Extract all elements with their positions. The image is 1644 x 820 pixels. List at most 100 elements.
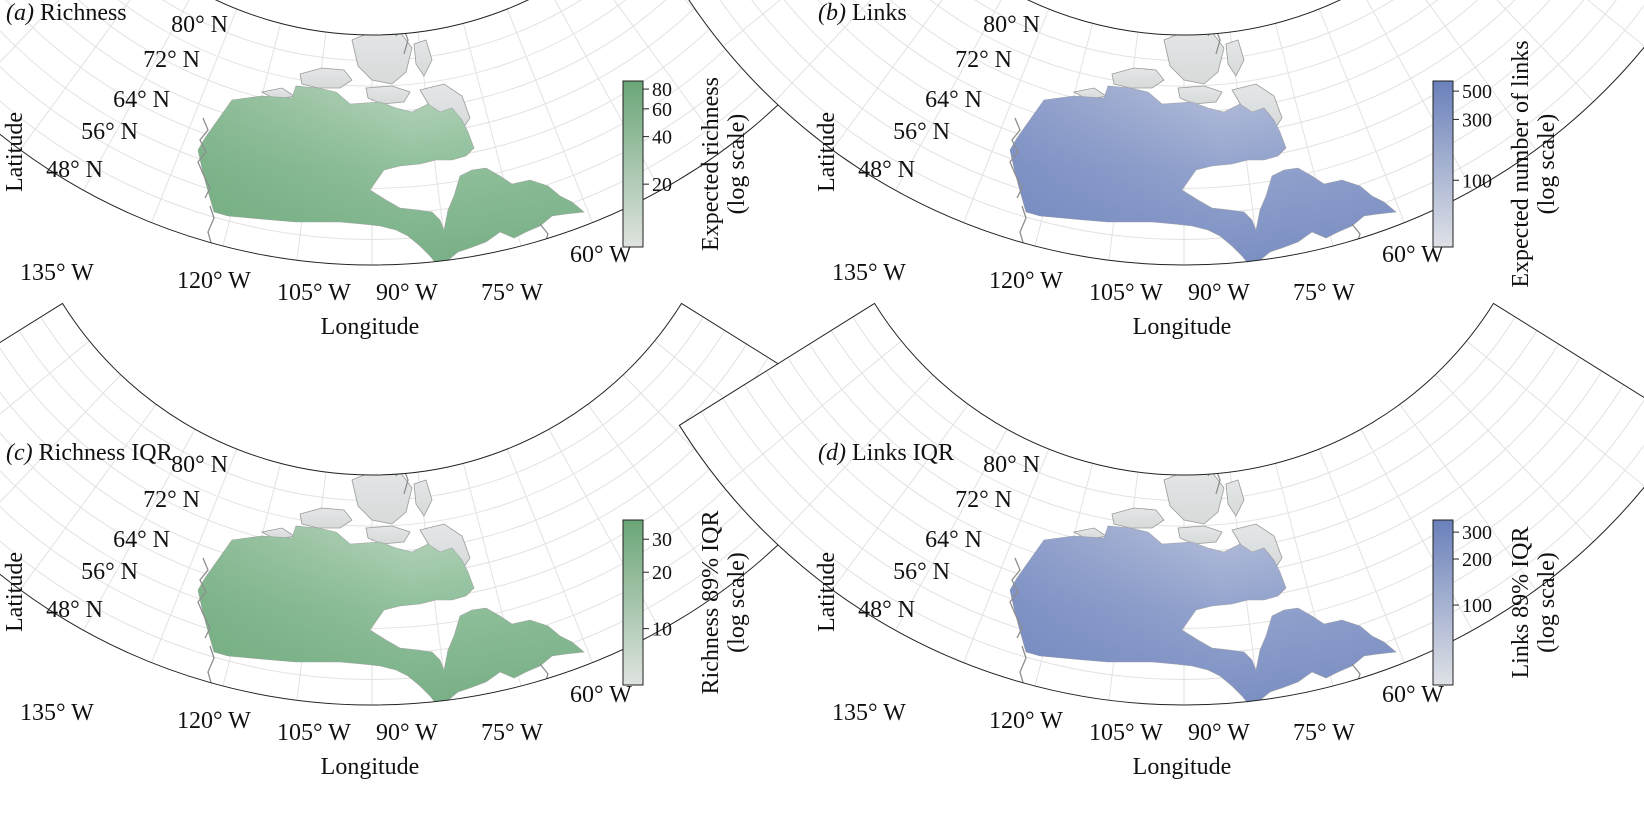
colorbar-tick-label: 500 xyxy=(1462,81,1492,103)
arctic-island xyxy=(365,525,411,545)
lon-label: 75° W xyxy=(1293,720,1355,746)
lat-label: 64° N xyxy=(925,87,982,113)
panel-title-text: Links xyxy=(852,0,907,26)
panel-tag: (b) xyxy=(818,0,846,26)
panel-title-text: Richness xyxy=(40,0,127,26)
y-axis-label: Latitude xyxy=(814,112,840,192)
panel-title: (d) Links IQR xyxy=(818,440,954,466)
lat-label: 72° N xyxy=(143,487,200,513)
colorbar-label: Expected richness xyxy=(698,77,724,251)
coastline xyxy=(1009,557,1023,639)
lon-label: 60° W xyxy=(570,242,632,268)
mainland-shading xyxy=(1010,526,1396,706)
colorbar-gradient xyxy=(1432,519,1454,686)
lon-label: 75° W xyxy=(481,280,543,306)
colorbar-tick-label: 10 xyxy=(652,619,672,641)
lat-label: 72° N xyxy=(143,47,200,73)
lon-label: 75° W xyxy=(481,720,543,746)
colorbar-tick-label: 300 xyxy=(1462,522,1492,544)
y-axis-label: Latitude xyxy=(2,112,28,192)
colorbar-tick-label: 100 xyxy=(1462,170,1492,192)
land-map xyxy=(197,462,585,706)
colorbar-gradient xyxy=(622,80,644,248)
colorbar-tick-label: 20 xyxy=(652,562,672,584)
lon-label: 90° W xyxy=(1188,720,1250,746)
panel-title: (b) Links xyxy=(818,0,907,26)
lat-label: 64° N xyxy=(113,527,170,553)
lon-label: 120° W xyxy=(177,268,251,294)
panel-title-text: Richness IQR xyxy=(39,440,173,466)
colorbar-label-scale: (log scale) xyxy=(1534,552,1560,653)
lon-label: 120° W xyxy=(989,708,1063,734)
lon-label: 135° W xyxy=(20,260,94,286)
colorbar-tick-label: 40 xyxy=(652,127,672,149)
lon-label: 90° W xyxy=(1188,280,1250,306)
panel-tag: (a) xyxy=(6,0,34,26)
arctic-island xyxy=(1111,67,1165,89)
panel-a: (a) Richness 80° N 72° N 64° N 56° N 48° N 135°… xyxy=(0,0,868,340)
lon-label: 105° W xyxy=(1089,280,1163,306)
lat-label: 72° N xyxy=(955,487,1012,513)
lat-label: 48° N xyxy=(858,157,915,183)
panel-tag: (d) xyxy=(818,440,846,466)
mainland-shading xyxy=(1010,86,1396,266)
map-frame xyxy=(688,0,1644,266)
lat-label: 56° N xyxy=(893,559,950,585)
colorbar-gradient xyxy=(1432,80,1454,248)
x-axis-label: Longitude xyxy=(321,754,420,780)
arctic-island xyxy=(299,507,353,529)
map-frame xyxy=(678,302,1644,706)
lat-label: 72° N xyxy=(955,47,1012,73)
panel-tag: (c) xyxy=(6,440,33,466)
colorbar: 30 20 10 Richness 89% IQR (log scale) xyxy=(622,511,750,694)
colorbar-tick-label: 100 xyxy=(1462,595,1492,617)
lat-label: 56° N xyxy=(81,559,138,585)
lon-label: 60° W xyxy=(570,682,632,708)
arctic-island xyxy=(413,479,433,517)
arctic-island xyxy=(1225,39,1245,77)
lat-label: 64° N xyxy=(113,87,170,113)
y-axis-label: Latitude xyxy=(2,552,28,632)
lat-label: 64° N xyxy=(925,527,982,553)
arctic-island xyxy=(1111,507,1165,529)
lon-label: 75° W xyxy=(1293,280,1355,306)
panel-title: (c) Richness IQR xyxy=(6,440,173,466)
lon-label: 120° W xyxy=(177,708,251,734)
arctic-island xyxy=(1177,525,1223,545)
panel-b: (b) Links 80° N 72° N 64° N 56° N 48° N 135° W 1… xyxy=(688,0,1644,340)
panel-title: (a) Richness xyxy=(6,0,127,26)
colorbar-label: Links 89% IQR xyxy=(1508,527,1534,679)
lat-label: 56° N xyxy=(893,119,950,145)
lat-label: 80° N xyxy=(983,12,1040,38)
panel-title-text: Links IQR xyxy=(852,440,954,466)
arctic-island xyxy=(1177,85,1223,105)
lon-label: 60° W xyxy=(1382,682,1444,708)
lon-label: 90° W xyxy=(376,720,438,746)
panel-d: (d) Links IQR 80° N 72° N 64° N 56° N 48° N 135… xyxy=(678,302,1644,780)
lon-label: 120° W xyxy=(989,268,1063,294)
lat-label: 48° N xyxy=(46,157,103,183)
mainland-shading xyxy=(198,86,584,266)
colorbar-label-scale: (log scale) xyxy=(724,114,750,215)
arctic-island xyxy=(299,67,353,89)
arctic-island xyxy=(413,39,433,77)
colorbar-tick-label: 30 xyxy=(652,529,672,551)
colorbar-label-scale: (log scale) xyxy=(1534,114,1560,215)
colorbar-tick-label: 60 xyxy=(652,99,672,121)
colorbar-gradient xyxy=(622,519,644,686)
lat-label: 80° N xyxy=(983,452,1040,478)
colorbar-tick-label: 80 xyxy=(652,79,672,101)
x-axis-label: Longitude xyxy=(1133,314,1232,340)
lat-label: 48° N xyxy=(46,597,103,623)
colorbar-tick-label: 20 xyxy=(652,174,672,196)
colorbar: 300 200 100 Links 89% IQR (log scale) xyxy=(1432,519,1560,686)
land-map xyxy=(197,22,585,266)
lat-label: 56° N xyxy=(81,119,138,145)
arctic-island xyxy=(365,85,411,105)
mainland-shading xyxy=(198,526,584,706)
lat-label: 48° N xyxy=(858,597,915,623)
coastline xyxy=(197,557,211,639)
x-axis-label: Longitude xyxy=(1133,754,1232,780)
map-background xyxy=(679,303,1644,706)
